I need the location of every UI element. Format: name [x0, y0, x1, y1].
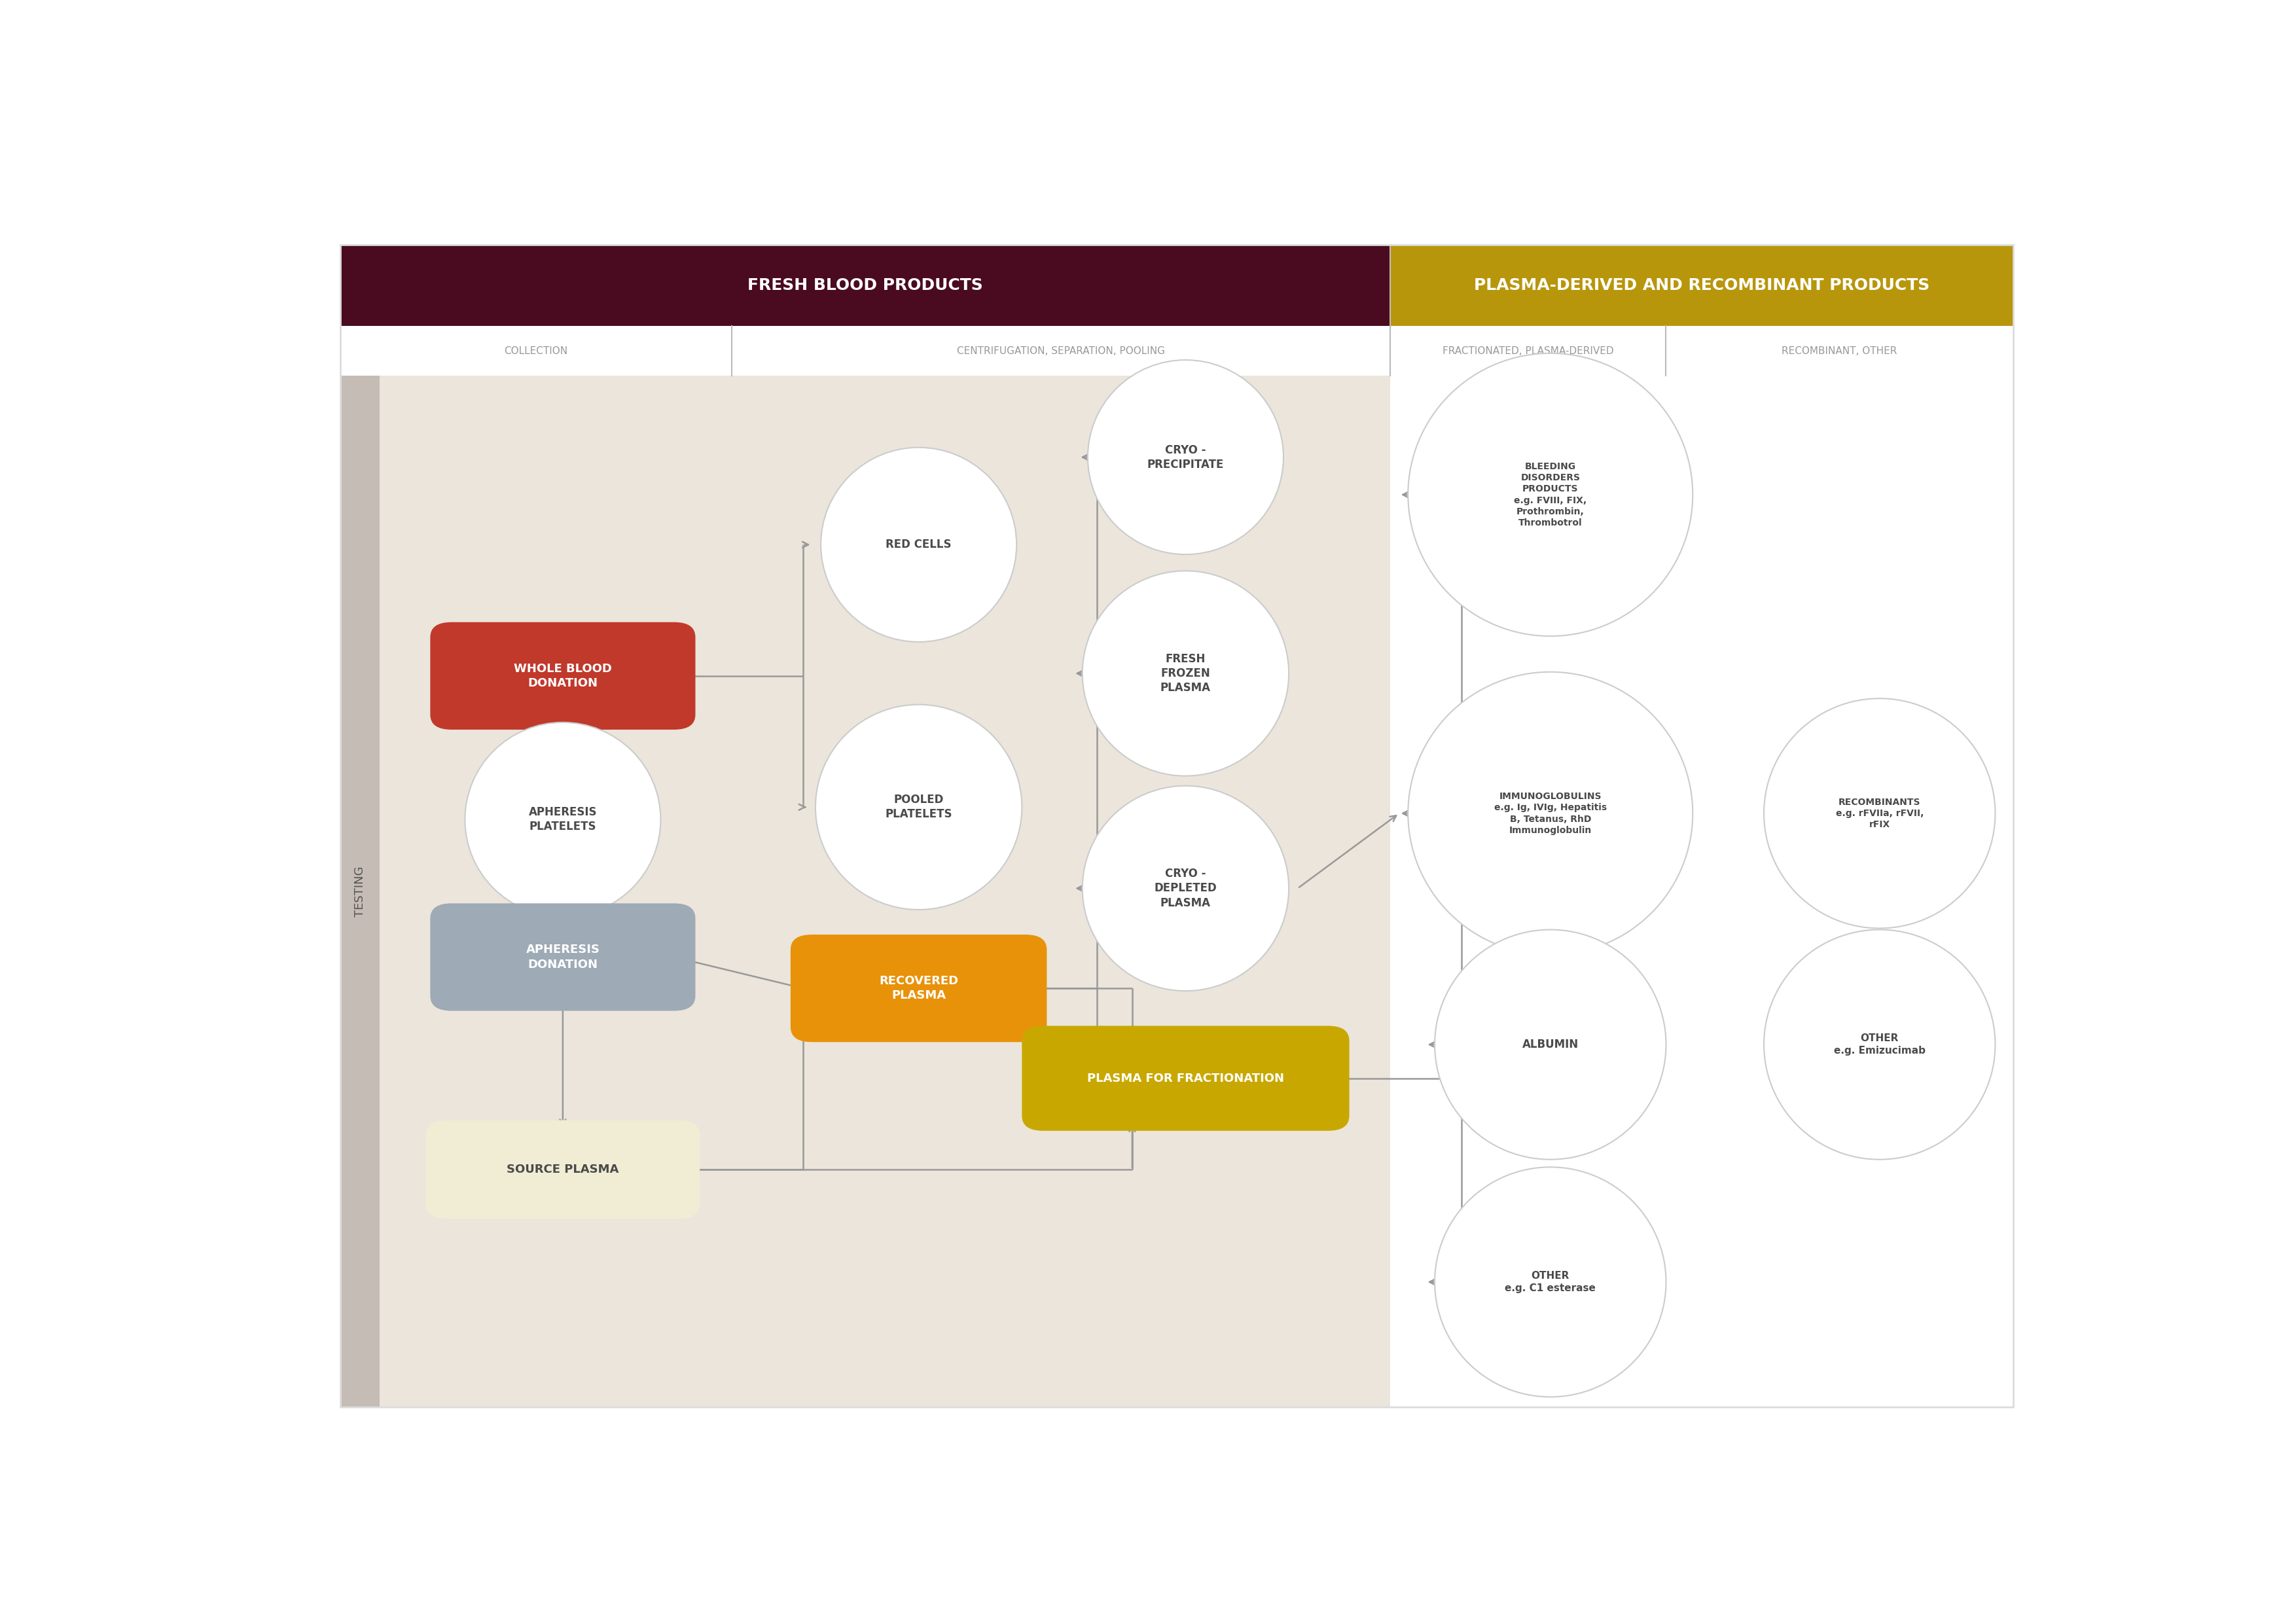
Text: CENTRIFUGATION, SEPARATION, POOLING: CENTRIFUGATION, SEPARATION, POOLING [957, 346, 1164, 355]
Text: APHERESIS
DONATION: APHERESIS DONATION [526, 945, 599, 971]
Ellipse shape [815, 704, 1022, 909]
Text: BLEEDING
DISORDERS
PRODUCTS
e.g. FVIII, FIX,
Prothrombin,
Thrombotrol: BLEEDING DISORDERS PRODUCTS e.g. FVIII, … [1513, 463, 1587, 527]
FancyBboxPatch shape [429, 622, 696, 730]
Text: RED CELLS: RED CELLS [886, 539, 951, 550]
Text: TESTING: TESTING [354, 867, 365, 917]
Text: FRESH
FROZEN
PLASMA: FRESH FROZEN PLASMA [1159, 652, 1210, 693]
FancyBboxPatch shape [425, 1120, 700, 1219]
Text: COLLECTION: COLLECTION [505, 346, 567, 355]
FancyBboxPatch shape [790, 935, 1047, 1042]
FancyBboxPatch shape [379, 377, 1391, 1407]
Text: OTHER
e.g. Emizucimab: OTHER e.g. Emizucimab [1835, 1034, 1926, 1055]
Ellipse shape [1435, 1167, 1667, 1397]
Text: FRESH BLOOD PRODUCTS: FRESH BLOOD PRODUCTS [748, 278, 983, 294]
Ellipse shape [1763, 930, 1995, 1159]
FancyBboxPatch shape [1022, 1026, 1350, 1131]
Text: WHOLE BLOOD
DONATION: WHOLE BLOOD DONATION [514, 662, 611, 690]
Ellipse shape [1407, 354, 1692, 636]
Text: POOLED
PLATELETS: POOLED PLATELETS [886, 794, 953, 820]
Ellipse shape [1407, 672, 1692, 954]
FancyBboxPatch shape [340, 377, 379, 1407]
Text: PLASMA-DERIVED AND RECOMBINANT PRODUCTS: PLASMA-DERIVED AND RECOMBINANT PRODUCTS [1474, 278, 1929, 294]
Text: IMMUNOGLOBULINS
e.g. Ig, IVIg, Hepatitis
B, Tetanus, RhD
Immunoglobulin: IMMUNOGLOBULINS e.g. Ig, IVIg, Hepatitis… [1495, 792, 1607, 834]
Text: ALBUMIN: ALBUMIN [1522, 1039, 1580, 1050]
Ellipse shape [822, 448, 1017, 643]
Text: SOURCE PLASMA: SOURCE PLASMA [507, 1164, 620, 1175]
Text: CRYO -
DEPLETED
PLASMA: CRYO - DEPLETED PLASMA [1155, 868, 1217, 909]
Text: FRACTIONATED, PLASMA-DERIVED: FRACTIONATED, PLASMA-DERIVED [1442, 346, 1614, 355]
FancyBboxPatch shape [340, 245, 1391, 326]
FancyBboxPatch shape [1391, 245, 2014, 326]
Text: RECOMBINANT, OTHER: RECOMBINANT, OTHER [1782, 346, 1896, 355]
Ellipse shape [1088, 360, 1283, 555]
FancyBboxPatch shape [429, 904, 696, 1011]
Text: APHERESIS
PLATELETS: APHERESIS PLATELETS [528, 807, 597, 833]
Text: CRYO -
PRECIPITATE: CRYO - PRECIPITATE [1148, 445, 1224, 471]
Text: RECOVERED
PLASMA: RECOVERED PLASMA [879, 975, 957, 1001]
Ellipse shape [1763, 698, 1995, 928]
Ellipse shape [1435, 930, 1667, 1159]
Text: RECOMBINANTS
e.g. rFVIIa, rFVII,
rFIX: RECOMBINANTS e.g. rFVIIa, rFVII, rFIX [1835, 797, 1924, 829]
Text: PLASMA FOR FRACTIONATION: PLASMA FOR FRACTIONATION [1086, 1073, 1283, 1084]
Ellipse shape [464, 722, 661, 917]
Ellipse shape [1081, 786, 1288, 992]
Ellipse shape [1081, 571, 1288, 776]
Text: OTHER
e.g. C1 esterase: OTHER e.g. C1 esterase [1504, 1271, 1596, 1294]
